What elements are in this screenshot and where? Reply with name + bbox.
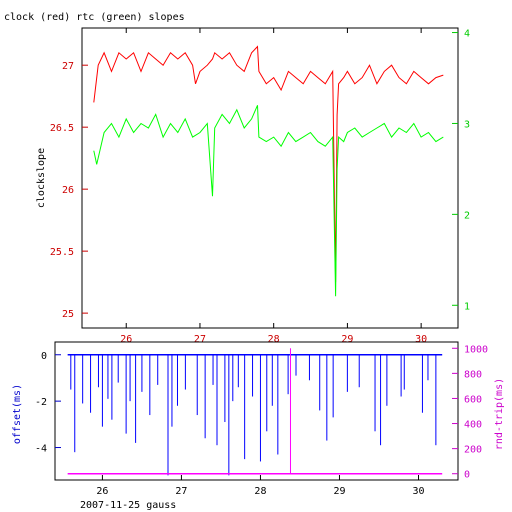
clock-series-line: [93, 45, 444, 283]
top-left-y-tick-label: 27: [62, 61, 74, 72]
bottom-right-y-tick-label: 800: [464, 369, 482, 380]
bottom-left-y-tick-label: 0: [41, 351, 47, 362]
top-right-y-tick-label: 2: [464, 210, 470, 221]
bottom-x-tick-label: 26: [96, 486, 108, 497]
top-x-tick-label: 29: [341, 334, 353, 345]
bottom-right-y-tick-label: 0: [464, 470, 470, 481]
top-left-y-tick-label: 25.5: [50, 247, 74, 258]
bottom-left-y-tick-label: -4: [35, 444, 47, 455]
bottom-left-y-tick-label: -2: [35, 397, 47, 408]
rtc-series-line: [93, 105, 444, 297]
top-x-tick-label: 30: [415, 334, 427, 345]
bottom-x-tick-label: 29: [333, 486, 345, 497]
bottom-plot-frame: [54, 341, 459, 481]
bottom-x-tick-label: 28: [254, 486, 266, 497]
bottom-chart-layer: 26 27 28 29 30 -4 -2 0 0 200 400 600 800 1000: [35, 344, 488, 497]
bottom-x-tick-label: 30: [412, 486, 424, 497]
top-right-y-tick-label: 1: [464, 301, 470, 312]
bottom-x-tick-label: 27: [175, 486, 187, 497]
top-left-y-tick-label: 26.5: [50, 123, 74, 134]
top-y-axis-label: clockslope: [36, 148, 47, 208]
bottom-right-y-tick-label: 1000: [464, 344, 488, 355]
top-plot-frame: [81, 27, 459, 329]
top-right-y-tick-label: 3: [464, 119, 470, 130]
top-chart-title: clock (red) rtc (green) slopes: [4, 12, 185, 23]
bottom-right-axis-label: rnd-trip(ms): [494, 378, 505, 450]
bottom-right-y-tick-label: 400: [464, 420, 482, 431]
bottom-right-y-tick-label: 200: [464, 445, 482, 456]
bottom-x-axis-label: 2007-11-25 gauss: [80, 500, 176, 511]
top-left-y-tick-label: 25: [62, 309, 74, 320]
bottom-right-y-tick-label: 600: [464, 394, 482, 405]
top-left-y-tick-label: 26: [62, 185, 74, 196]
bottom-left-axis-label: offset(ms): [12, 384, 23, 444]
top-chart-layer: 26 27 28 29 30 25 25.5 26 26.5 27 1 2 3 4: [50, 28, 470, 345]
top-right-y-tick-label: 4: [464, 29, 470, 40]
top-x-tick-label: 27: [194, 334, 206, 345]
top-x-tick-label: 28: [268, 334, 280, 345]
top-x-tick-label: 26: [120, 334, 132, 345]
